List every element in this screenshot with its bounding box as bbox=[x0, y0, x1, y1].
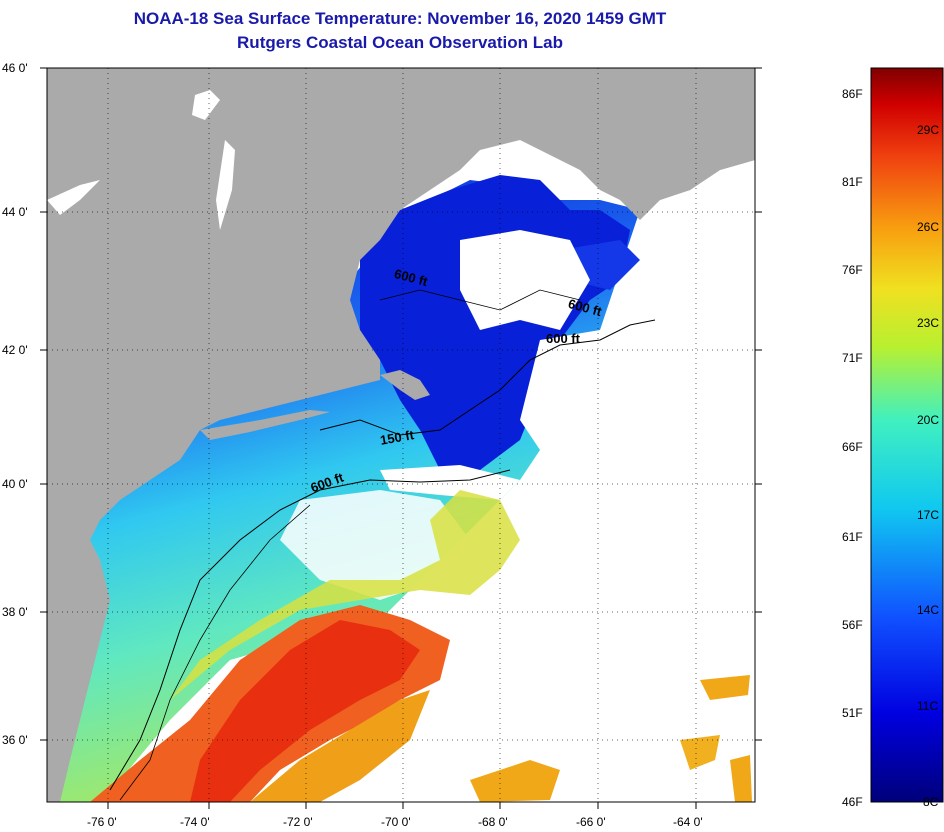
colorbar-c-label: 29C bbox=[917, 123, 940, 137]
colorbar-f-label: 56F bbox=[842, 618, 863, 632]
warm-offshore bbox=[250, 690, 430, 802]
colorbar-f-label: 61F bbox=[842, 530, 863, 544]
colorbar-f-label: 86F bbox=[842, 87, 863, 101]
warm-transition bbox=[170, 490, 520, 700]
warm-patch bbox=[470, 760, 560, 802]
land-mainland bbox=[47, 68, 755, 802]
grid bbox=[47, 68, 755, 802]
lon-label: -68 0' bbox=[478, 815, 508, 829]
colorbar-c-label: 20C bbox=[917, 413, 940, 427]
land-long-island bbox=[200, 410, 330, 440]
colorbar-c-label: 8C bbox=[923, 795, 939, 809]
map-frame bbox=[46, 67, 756, 803]
colorbar-c-label: 23C bbox=[917, 316, 940, 330]
colorbar bbox=[870, 67, 944, 803]
lake bbox=[47, 180, 100, 215]
lat-label: 46 0' bbox=[2, 61, 28, 75]
lake bbox=[192, 90, 220, 120]
lat-label: 38 0' bbox=[2, 605, 28, 619]
colorbar-f-label: 51F bbox=[842, 706, 863, 720]
lon-label: -76 0' bbox=[87, 815, 117, 829]
gulf-stream-core bbox=[190, 620, 420, 802]
lon-label: -66 0' bbox=[576, 815, 606, 829]
colorbar-c-label: 17C bbox=[917, 508, 940, 522]
cloud-patch bbox=[380, 465, 520, 500]
contour-label: 600 ft bbox=[546, 331, 580, 346]
colorbar-f-label: 66F bbox=[842, 440, 863, 454]
colorbar-c-label: 11C bbox=[917, 699, 939, 713]
lat-label: 42 0' bbox=[2, 343, 28, 357]
lon-label: -74 0' bbox=[180, 815, 210, 829]
contour-line bbox=[109, 469, 511, 791]
land-cape-cod bbox=[380, 370, 430, 400]
warm-patch bbox=[730, 755, 752, 802]
colorbar-f-label: 71F bbox=[842, 351, 863, 365]
colorbar-c-label: 14C bbox=[917, 603, 940, 617]
contour-line bbox=[379, 289, 581, 311]
warm-patch bbox=[680, 735, 720, 770]
colorbar-f-label: 81F bbox=[842, 175, 863, 189]
warm-patch bbox=[700, 675, 750, 700]
colorbar-f-label: 76F bbox=[842, 263, 863, 277]
lon-label: -72 0' bbox=[283, 815, 313, 829]
contour-line bbox=[319, 319, 656, 436]
lon-label: -70 0' bbox=[381, 815, 411, 829]
cloud-patch bbox=[520, 330, 610, 450]
map-title: NOAA-18 Sea Surface Temperature: Novembe… bbox=[133, 9, 667, 28]
lon-label: -64 0' bbox=[673, 815, 703, 829]
land-nova-scotia bbox=[560, 90, 755, 215]
lat-label: 44 0' bbox=[2, 205, 28, 219]
lat-label: 36 0' bbox=[2, 733, 28, 747]
ticks bbox=[40, 67, 762, 809]
contour-line bbox=[119, 504, 311, 801]
cloud-patch bbox=[460, 230, 590, 330]
colorbar-f-label: 46F bbox=[842, 795, 863, 809]
colorbar-c-label: 26C bbox=[917, 220, 940, 234]
lat-label: 40 0' bbox=[2, 477, 28, 491]
map-subtitle: Rutgers Coastal Ocean Observation Lab bbox=[237, 33, 563, 52]
lake bbox=[216, 140, 235, 230]
